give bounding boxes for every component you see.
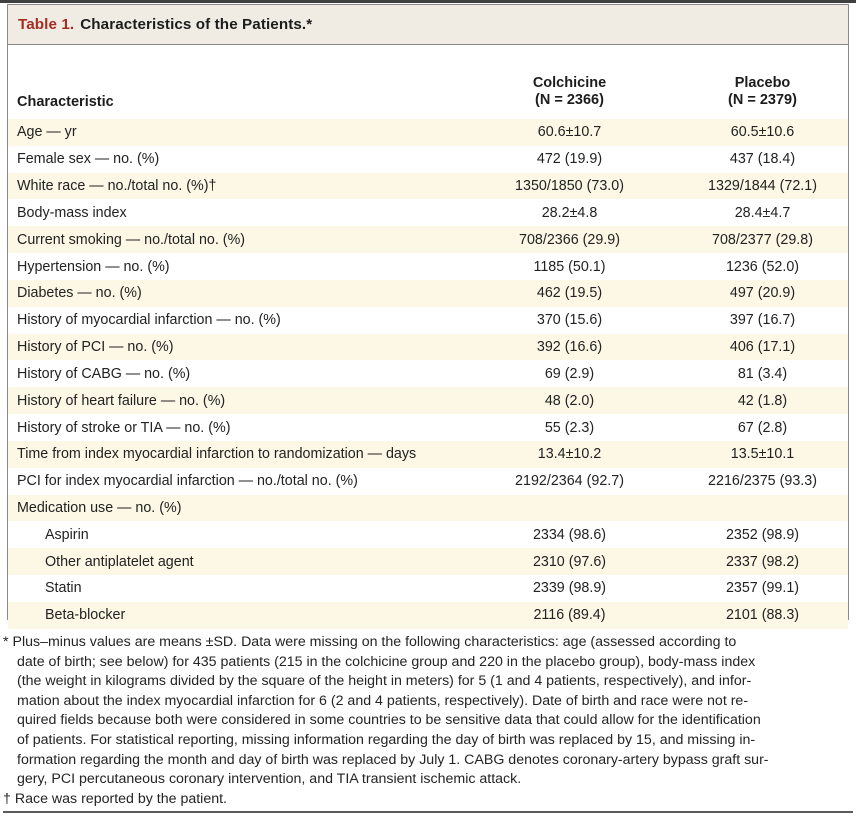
colchicine-value: 392 (16.6) <box>536 339 603 356</box>
table-row: White race — no./total no. (%)† 1350/185… <box>8 172 848 200</box>
table-row: Diabetes — no. (%) 462 (19.5) 497 (20.9) <box>8 279 848 307</box>
table-row: Body-mass index 28.2±4.8 28.4±4.7 <box>8 199 848 226</box>
row-label: Age — yr <box>17 124 77 141</box>
table-row: Time from index myocardial infarction to… <box>8 440 848 468</box>
row-label: Medication use — no. (%) <box>17 500 182 516</box>
colchicine-value: 2192/2364 (92.7) <box>515 473 624 490</box>
colchicine-value: 2339 (98.9) <box>532 580 607 597</box>
table-row: Female sex — no. (%) 472 (19.9) 437 (18.… <box>8 146 848 173</box>
table-body: Age — yr 60.6±10.7 60.5±10.6 Female sex … <box>8 119 848 629</box>
table-row: History of myocardial infarction — no. (… <box>8 307 848 334</box>
row-label: Diabetes — no. (%) <box>17 285 142 302</box>
row-label: Female sex — no. (%) <box>17 151 160 168</box>
row-label: White race — no./total no. (%)† <box>17 178 217 195</box>
colchicine-value: 69 (2.9) <box>544 365 595 382</box>
characteristics-table: Characteristic Colchicine (N = 2366) Pla… <box>8 45 848 629</box>
footnote-star-text: Plus–minus values are means ±SD. Data we… <box>12 634 769 788</box>
colchicine-value <box>462 495 677 522</box>
placebo-value: 497 (20.9) <box>729 285 796 302</box>
placebo-group-n: (N = 2379) <box>728 92 797 109</box>
footnote-star: * Plus–minus values are means ±SD. Data … <box>3 633 851 790</box>
table-row: History of heart failure — no. (%) 48 (2… <box>8 387 848 415</box>
placebo-value: 60.5±10.6 <box>730 124 795 141</box>
table-title: Characteristics of the Patients.* <box>80 16 313 33</box>
row-label: PCI for index myocardial infarction — no… <box>17 473 358 490</box>
patients-characteristics-table: Table 1. Characteristics of the Patients… <box>7 4 849 629</box>
top-rule <box>0 0 856 3</box>
placebo-value: 2101 (88.3) <box>725 607 800 624</box>
placebo-value: 67 (2.8) <box>737 419 788 436</box>
placebo-value: 42 (1.8) <box>737 392 788 409</box>
table-row: Aspirin 2334 (98.6) 2352 (98.9) <box>8 521 848 548</box>
placebo-value: 397 (16.7) <box>729 312 796 329</box>
row-label: History of PCI — no. (%) <box>17 339 174 356</box>
placebo-value: 708/2377 (29.8) <box>712 231 813 248</box>
table-row: Medication use — no. (%) <box>8 494 848 522</box>
table-number: Table 1. <box>18 16 75 33</box>
colchicine-value: 28.2±4.8 <box>541 204 598 221</box>
colchicine-value: 60.6±10.7 <box>537 124 602 141</box>
colchicine-value: 472 (19.9) <box>536 151 603 168</box>
bottom-rule <box>3 811 853 813</box>
row-label: History of stroke or TIA — no. (%) <box>17 419 231 436</box>
placebo-value: 13.5±10.1 <box>730 446 795 463</box>
colchicine-value: 48 (2.0) <box>544 392 595 409</box>
footnote-dagger: † Race was reported by the patient. <box>3 790 851 810</box>
colchicine-value: 2334 (98.6) <box>532 526 607 543</box>
row-label: Beta-blocker <box>45 607 126 624</box>
table-row: History of PCI — no. (%) 392 (16.6) 406 … <box>8 333 848 361</box>
placebo-value: 2352 (98.9) <box>725 526 800 543</box>
placebo-value: 437 (18.4) <box>729 151 796 168</box>
table-row: PCI for index myocardial infarction — no… <box>8 468 848 495</box>
placebo-value: 28.4±4.7 <box>734 204 791 221</box>
placebo-value: 1236 (52.0) <box>725 258 800 275</box>
colchicine-value: 2116 (89.4) <box>533 607 606 624</box>
colchicine-value: 13.4±10.2 <box>537 446 602 463</box>
table-row: History of CABG — no. (%) 69 (2.9) 81 (3… <box>8 360 848 387</box>
table-footnotes: * Plus–minus values are means ±SD. Data … <box>3 633 851 809</box>
footnote-dagger-marker: † <box>3 790 11 807</box>
row-label: Time from index myocardial infarction to… <box>17 446 417 463</box>
footnote-dagger-text: Race was reported by the patient. <box>14 790 227 807</box>
colchicine-value: 55 (2.3) <box>544 419 595 436</box>
colchicine-value: 1185 (50.1) <box>533 258 606 275</box>
row-label: Aspirin <box>45 526 89 543</box>
placebo-value: 2357 (99.1) <box>725 580 800 597</box>
footnote-star-marker: * <box>3 634 9 650</box>
table-header: Characteristic Colchicine (N = 2366) Pla… <box>8 45 848 119</box>
row-label: Current smoking — no./total no. (%) <box>17 231 246 248</box>
row-label: Hypertension — no. (%) <box>17 258 170 275</box>
placebo-group-name: Placebo <box>734 74 791 91</box>
row-label: Body-mass index <box>17 204 127 221</box>
table-row: Beta-blocker 2116 (89.4) 2101 (88.3) <box>8 601 848 629</box>
row-label: History of heart failure — no. (%) <box>17 392 226 409</box>
colchicine-value: 2310 (97.6) <box>532 553 607 570</box>
characteristic-column-header: Characteristic <box>17 94 114 110</box>
placebo-value: 406 (17.1) <box>729 339 796 356</box>
row-label: History of CABG — no. (%) <box>17 365 191 382</box>
colchicine-value: 1350/1850 (73.0) <box>515 178 624 195</box>
colchicine-value: 462 (19.5) <box>536 285 603 302</box>
table-row: Statin 2339 (98.9) 2357 (99.1) <box>8 575 848 602</box>
colchicine-group-n: (N = 2366) <box>535 92 604 109</box>
table-title-bar: Table 1. Characteristics of the Patients… <box>8 5 848 45</box>
colchicine-group-name: Colchicine <box>532 74 607 91</box>
table-row: Current smoking — no./total no. (%) 708/… <box>8 226 848 254</box>
placebo-value <box>677 495 848 522</box>
colchicine-value: 708/2366 (29.9) <box>519 231 620 248</box>
placebo-value: 2216/2375 (93.3) <box>708 473 817 490</box>
placebo-column-header: Placebo (N = 2379) <box>677 45 848 119</box>
table-row: Age — yr 60.6±10.7 60.5±10.6 <box>8 119 848 146</box>
placebo-value: 1329/1844 (72.1) <box>708 178 817 195</box>
table-row: Hypertension — no. (%) 1185 (50.1) 1236 … <box>8 253 848 280</box>
colchicine-column-header: Colchicine (N = 2366) <box>462 45 677 119</box>
placebo-value: 2337 (98.2) <box>725 553 800 570</box>
row-label: History of myocardial infarction — no. (… <box>17 312 281 329</box>
row-label: Other antiplatelet agent <box>45 553 194 570</box>
colchicine-value: 370 (15.6) <box>536 312 603 329</box>
table-row: Other antiplatelet agent 2310 (97.6) 233… <box>8 548 848 576</box>
table-row: History of stroke or TIA — no. (%) 55 (2… <box>8 414 848 441</box>
placebo-value: 81 (3.4) <box>737 365 788 382</box>
row-label: Statin <box>45 580 82 597</box>
